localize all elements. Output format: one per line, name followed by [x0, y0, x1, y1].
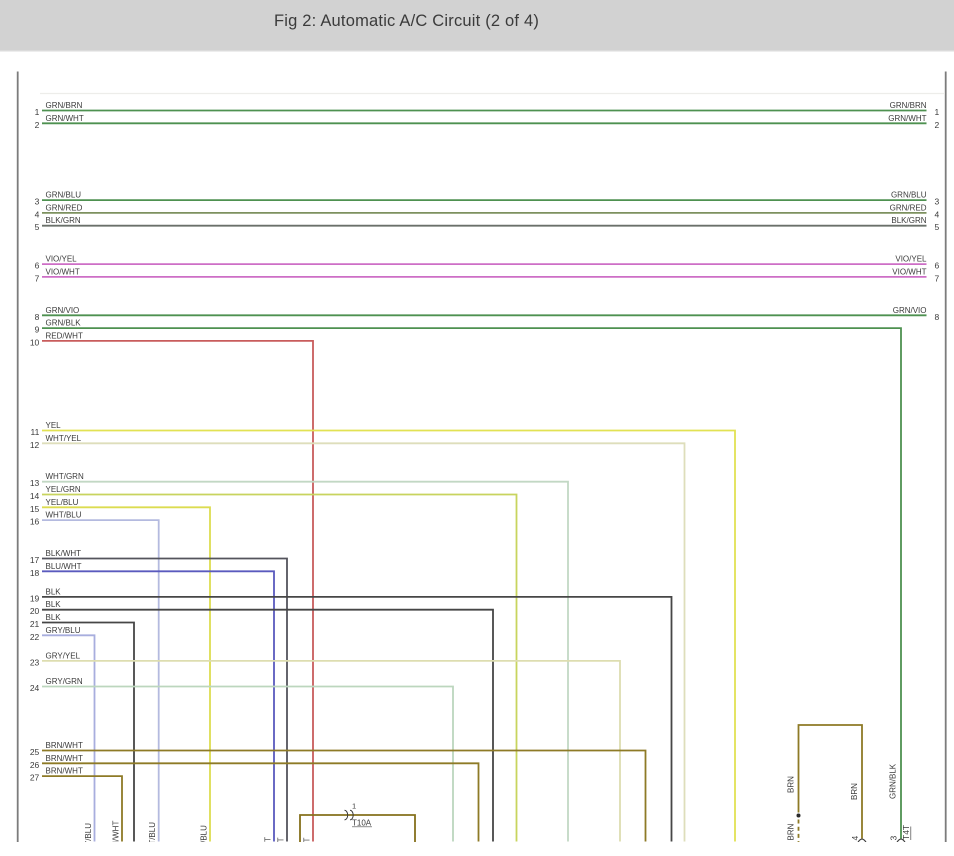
- svg-text:4: 4: [35, 209, 40, 219]
- svg-text:19: 19: [30, 593, 40, 603]
- svg-text:WHT/YEL: WHT/YEL: [46, 434, 82, 443]
- svg-text:5: 5: [35, 222, 40, 232]
- svg-text:21: 21: [30, 619, 40, 629]
- svg-text:GRY/BLU: GRY/BLU: [84, 823, 93, 856]
- svg-text:GRN/WHT: GRN/WHT: [888, 114, 926, 123]
- svg-text:2: 2: [35, 120, 40, 130]
- svg-text:GRY/YEL: GRY/YEL: [46, 651, 81, 660]
- svg-text:1: 1: [35, 107, 40, 117]
- svg-text:GRN/BLU: GRN/BLU: [891, 191, 927, 200]
- svg-text:23: 23: [30, 657, 40, 667]
- svg-text:BLK/GRN: BLK/GRN: [891, 216, 926, 225]
- svg-text:BLK: BLK: [46, 600, 62, 609]
- svg-text:BRN: BRN: [787, 823, 796, 840]
- svg-text:BLK/WHT: BLK/WHT: [277, 837, 286, 856]
- svg-text:12: 12: [30, 440, 40, 450]
- svg-text:GRY/BLU: GRY/BLU: [46, 626, 81, 635]
- svg-text:GRN/BLK: GRN/BLK: [46, 319, 82, 328]
- svg-text:4: 4: [850, 836, 860, 841]
- svg-text:BLK: BLK: [46, 587, 62, 596]
- svg-text:BRN/WHT: BRN/WHT: [112, 821, 121, 856]
- svg-text:4: 4: [935, 209, 940, 219]
- svg-text:VIO/WHT: VIO/WHT: [46, 267, 80, 276]
- svg-text:BRN/WHT: BRN/WHT: [46, 754, 83, 763]
- svg-text:GRN/BRN: GRN/BRN: [890, 101, 927, 110]
- svg-text:YEL/BLU: YEL/BLU: [46, 498, 79, 507]
- svg-text:20: 20: [30, 606, 40, 616]
- svg-text:GRN/BLU: GRN/BLU: [46, 191, 82, 200]
- svg-text:WHT/GRN: WHT/GRN: [46, 472, 84, 481]
- svg-text:22: 22: [30, 632, 40, 642]
- svg-text:RED/WHT: RED/WHT: [303, 838, 312, 856]
- svg-text:BRN: BRN: [850, 783, 859, 800]
- svg-text:VIO/YEL: VIO/YEL: [46, 255, 78, 264]
- svg-text:BLK/WHT: BLK/WHT: [46, 549, 82, 558]
- svg-text:RED/WHT: RED/WHT: [46, 331, 83, 340]
- svg-text:GRN/RED: GRN/RED: [890, 203, 927, 212]
- svg-text:7: 7: [35, 273, 40, 283]
- svg-text:GRN/BRN: GRN/BRN: [46, 101, 83, 110]
- svg-text:BLK: BLK: [124, 842, 133, 856]
- svg-text:25: 25: [30, 747, 40, 757]
- svg-text:26: 26: [30, 760, 40, 770]
- svg-text:27: 27: [30, 773, 40, 783]
- svg-text:1: 1: [352, 802, 356, 811]
- svg-text:VIO/WHT: VIO/WHT: [892, 267, 926, 276]
- svg-text:18: 18: [30, 568, 40, 578]
- svg-text:GRN/VIO: GRN/VIO: [893, 306, 927, 315]
- svg-text:YEL/GRN: YEL/GRN: [46, 485, 81, 494]
- svg-text:GRY/GRN: GRY/GRN: [46, 677, 83, 686]
- svg-text:8: 8: [35, 312, 40, 322]
- svg-text:BLK/GRN: BLK/GRN: [46, 216, 81, 225]
- svg-text:5: 5: [935, 222, 940, 232]
- svg-text:3: 3: [35, 197, 40, 207]
- svg-text:BLK: BLK: [46, 613, 62, 622]
- svg-text:YEL/BLU: YEL/BLU: [200, 825, 209, 856]
- svg-text:1: 1: [935, 107, 940, 117]
- svg-text:BRN/WHT: BRN/WHT: [46, 767, 83, 776]
- svg-text:6: 6: [35, 261, 40, 271]
- svg-text:VIO/YEL: VIO/YEL: [895, 255, 927, 264]
- svg-text:BLU/WHT: BLU/WHT: [264, 837, 273, 856]
- svg-text:GRN/BLK: GRN/BLK: [889, 763, 898, 799]
- svg-text:T10A: T10A: [352, 819, 372, 828]
- svg-text:BRN: BRN: [787, 776, 796, 793]
- svg-text:11: 11: [30, 427, 39, 437]
- svg-text:GRN/VIO: GRN/VIO: [46, 306, 80, 315]
- svg-text:T4T: T4T: [901, 825, 911, 840]
- svg-text:3: 3: [935, 197, 940, 207]
- svg-text:GRN/RED: GRN/RED: [46, 203, 83, 212]
- svg-text:3: 3: [889, 836, 899, 841]
- svg-text:WHT/BLU: WHT/BLU: [148, 822, 157, 856]
- svg-text:BRN/WHT: BRN/WHT: [46, 741, 83, 750]
- svg-text:13: 13: [30, 478, 40, 488]
- svg-text:BLU/WHT: BLU/WHT: [46, 562, 82, 571]
- svg-text:15: 15: [30, 504, 40, 514]
- svg-text:10: 10: [30, 337, 40, 347]
- svg-text:14: 14: [30, 491, 40, 501]
- svg-text:17: 17: [30, 555, 40, 565]
- svg-text:WHT/BLU: WHT/BLU: [46, 511, 82, 520]
- svg-text:YEL: YEL: [46, 421, 62, 430]
- svg-text:GRN/WHT: GRN/WHT: [46, 114, 84, 123]
- svg-text:16: 16: [30, 517, 40, 527]
- svg-text:6: 6: [935, 261, 940, 271]
- svg-text:2: 2: [935, 120, 940, 130]
- svg-text:24: 24: [30, 683, 40, 693]
- svg-text:7: 7: [935, 273, 940, 283]
- svg-text:8: 8: [935, 312, 940, 322]
- svg-text:9: 9: [35, 325, 40, 335]
